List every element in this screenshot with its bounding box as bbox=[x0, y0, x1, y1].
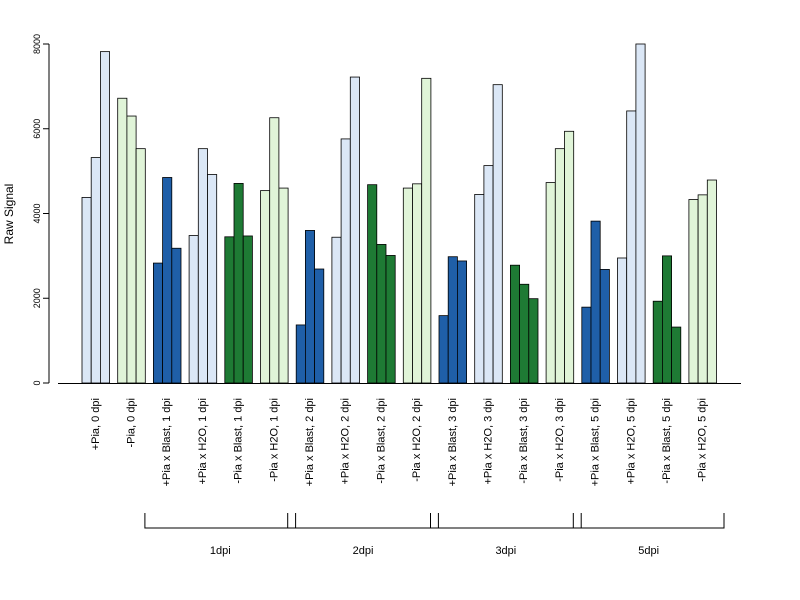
bar bbox=[438, 315, 449, 384]
bar bbox=[412, 183, 423, 384]
bar bbox=[519, 283, 530, 384]
bar bbox=[171, 247, 182, 384]
bar bbox=[367, 184, 378, 384]
bar bbox=[385, 255, 396, 384]
group-bracket bbox=[572, 513, 725, 529]
bar bbox=[590, 220, 601, 384]
category-label: -Pia x H2O, 1 dpi bbox=[268, 398, 280, 482]
bar bbox=[706, 179, 717, 384]
bar bbox=[233, 183, 244, 384]
bar bbox=[688, 199, 699, 384]
bar bbox=[483, 165, 494, 384]
y-tick-label: 6000 bbox=[32, 119, 42, 139]
bars bbox=[81, 43, 717, 384]
bar bbox=[331, 236, 342, 384]
group-bracket bbox=[144, 513, 297, 529]
y-tick-label: 4000 bbox=[32, 203, 42, 223]
bar bbox=[421, 77, 432, 384]
bar bbox=[207, 174, 218, 384]
bar bbox=[509, 264, 520, 384]
bar bbox=[100, 51, 111, 384]
bar bbox=[90, 157, 101, 384]
category-label: -Pia x Blast, 3 dpi bbox=[518, 398, 530, 484]
bar bbox=[652, 300, 663, 384]
category-label: -Pia x Blast, 1 dpi bbox=[233, 398, 245, 484]
bar bbox=[162, 177, 173, 384]
group-bracket bbox=[287, 513, 439, 529]
y-tick-label: 2000 bbox=[32, 288, 42, 308]
bar bbox=[349, 76, 360, 384]
bar bbox=[447, 256, 458, 384]
bar bbox=[269, 117, 280, 384]
bar bbox=[671, 326, 682, 384]
bar bbox=[278, 187, 289, 384]
bar bbox=[617, 257, 628, 384]
bar bbox=[260, 190, 271, 384]
bar bbox=[697, 194, 708, 384]
bar bbox=[314, 268, 325, 384]
bar bbox=[126, 115, 137, 384]
group-label: 3dpi bbox=[495, 545, 516, 557]
y-axis: 0 2000 4000 6000 8000 bbox=[32, 34, 50, 386]
category-labels: +Pia, 0 dpi -Pia, 0 dpi +Pia x Blast, 1 dp… bbox=[90, 398, 709, 486]
category-label: -Pia x Blast, 2 dpi bbox=[375, 398, 387, 484]
bar bbox=[295, 324, 306, 384]
group-bracket bbox=[430, 513, 582, 529]
bar bbox=[564, 130, 575, 384]
bar bbox=[197, 148, 208, 384]
category-label: -Pia x H2O, 2 dpi bbox=[411, 398, 423, 482]
y-tick-label: 8000 bbox=[32, 34, 42, 54]
category-label: +Pia x Blast, 3 dpi bbox=[447, 398, 459, 486]
bar bbox=[554, 148, 565, 384]
bar bbox=[662, 255, 673, 384]
category-label: -Pia x Blast, 5 dpi bbox=[661, 398, 673, 484]
category-label: +Pia x H2O, 2 dpi bbox=[340, 398, 352, 485]
bar bbox=[81, 196, 92, 384]
bar bbox=[635, 43, 646, 384]
bar bbox=[117, 97, 128, 384]
category-label: +Pia, 0 dpi bbox=[90, 398, 102, 450]
bar bbox=[626, 110, 637, 384]
bar bbox=[456, 260, 467, 384]
group-label: 2dpi bbox=[353, 545, 374, 557]
bar bbox=[135, 148, 146, 384]
y-tick-label: 0 bbox=[32, 380, 42, 385]
bar bbox=[188, 235, 199, 384]
category-label: -Pia x H2O, 5 dpi bbox=[697, 398, 709, 482]
y-axis-label: Raw Signal bbox=[2, 184, 16, 245]
bar bbox=[581, 306, 592, 384]
bar bbox=[545, 182, 556, 384]
category-label: +Pia x Blast, 5 dpi bbox=[590, 398, 602, 486]
bar bbox=[242, 235, 253, 384]
bar bbox=[376, 244, 387, 384]
category-label: +Pia x Blast, 1 dpi bbox=[161, 398, 173, 486]
bar bbox=[402, 187, 413, 384]
bar bbox=[304, 230, 315, 384]
category-label: +Pia x H2O, 5 dpi bbox=[625, 398, 637, 485]
bar bbox=[224, 236, 235, 384]
bar bbox=[474, 194, 485, 384]
bar bbox=[599, 269, 610, 384]
group-label: 1dpi bbox=[210, 545, 231, 557]
group-label: 5dpi bbox=[638, 545, 659, 557]
category-label: +Pia x H2O, 1 dpi bbox=[197, 398, 209, 485]
group-brackets: 1dpi 2dpi 3dpi 5dpi bbox=[144, 513, 725, 557]
category-label: -Pia x H2O, 3 dpi bbox=[554, 398, 566, 482]
category-label: +Pia x Blast, 2 dpi bbox=[304, 398, 316, 486]
category-label: +Pia x H2O, 3 dpi bbox=[483, 398, 495, 485]
bar bbox=[528, 298, 539, 384]
bar bbox=[492, 84, 503, 384]
category-label: -Pia, 0 dpi bbox=[126, 398, 138, 448]
bar bbox=[152, 262, 163, 384]
bar bbox=[340, 138, 351, 384]
